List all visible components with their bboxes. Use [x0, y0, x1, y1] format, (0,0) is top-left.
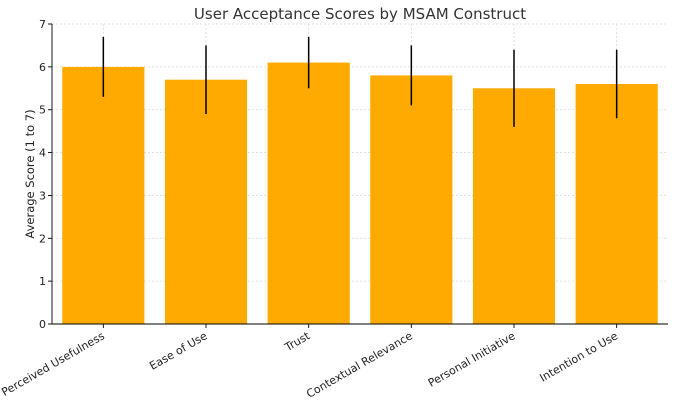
y-tick-label: 5: [39, 104, 46, 117]
error-bars: [102, 36, 618, 127]
bar: [164, 79, 248, 324]
x-tick-label: Contextual Relevance: [304, 329, 415, 400]
x-tick-label: Personal Initiative: [426, 329, 518, 390]
x-tick-label: Perceived Usefulness: [0, 329, 107, 399]
x-tick-label: Intention to Use: [538, 329, 621, 384]
axes: [51, 24, 668, 325]
y-tick-label: 0: [39, 318, 46, 331]
y-ticks: 0 1 2 3 4 5 6 7: [39, 18, 52, 331]
y-tick-label: 1: [39, 275, 46, 288]
y-tick-label: 2: [39, 232, 46, 245]
y-tick-label: 4: [39, 147, 46, 160]
bar: [472, 88, 556, 325]
bar: [267, 62, 350, 324]
y-tick-label: 7: [39, 18, 46, 31]
x-tick-label: Ease of Use: [147, 329, 209, 373]
bar: [575, 84, 658, 324]
y-tick-label: 6: [39, 61, 46, 74]
x-ticks: Perceived Usefulness Ease of Use TrustCont…: [0, 324, 620, 401]
chart-title: User Acceptance Scores by MSAM Construct: [194, 5, 526, 23]
y-tick-label: 3: [39, 189, 46, 202]
y-axis-label: Average Score (1 to 7): [23, 109, 37, 238]
bar: [370, 75, 453, 324]
bars: [62, 62, 658, 325]
x-tick-label: Trust: [282, 329, 313, 354]
bar: [62, 66, 145, 324]
